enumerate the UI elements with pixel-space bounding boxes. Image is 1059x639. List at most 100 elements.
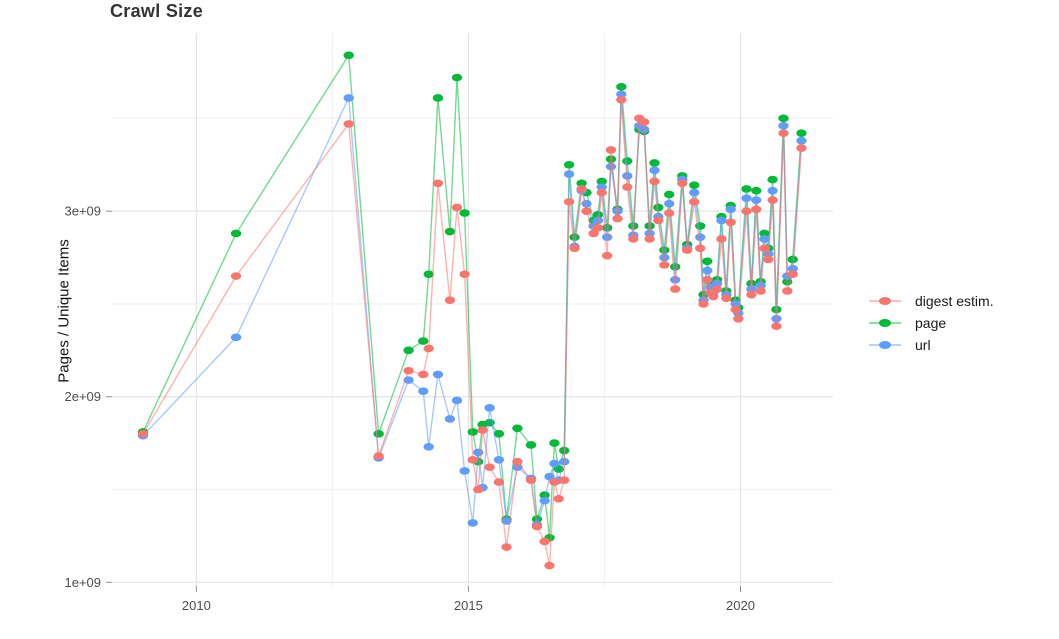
x-tick-label: 2020 — [726, 598, 755, 613]
legend-key-icon — [869, 339, 901, 351]
data-point — [677, 179, 688, 188]
data-point — [698, 300, 709, 308]
data-point — [418, 337, 429, 345]
data-point — [451, 203, 463, 212]
data-point — [751, 186, 762, 195]
data-point — [576, 179, 587, 188]
legend-label: digest estim. — [915, 293, 994, 309]
y-tick-label: 2e+09 — [64, 389, 101, 404]
data-point — [403, 366, 414, 375]
legend-key-icon — [869, 317, 901, 329]
data-point — [716, 235, 727, 243]
gridlines-major — [112, 33, 833, 586]
data-point — [467, 456, 478, 464]
data-point — [531, 522, 543, 531]
data-point — [525, 441, 537, 449]
legend-item-page: page — [869, 315, 994, 331]
gridlines-minor — [112, 33, 833, 586]
data-point — [343, 120, 354, 128]
data-point — [763, 255, 774, 264]
data-point — [689, 181, 700, 189]
data-point — [778, 121, 789, 130]
data-point — [467, 428, 478, 436]
data-point — [746, 290, 757, 299]
data-point — [493, 478, 505, 486]
data-point — [581, 207, 592, 215]
data-point — [592, 216, 604, 225]
data-point — [432, 370, 444, 379]
data-point — [588, 229, 599, 238]
data-point — [544, 561, 555, 570]
data-point — [771, 322, 782, 331]
data-point — [659, 261, 670, 269]
data-point — [539, 491, 550, 499]
data-point — [596, 188, 607, 197]
data-point — [553, 494, 564, 503]
data-point — [759, 229, 770, 238]
data-point — [653, 203, 664, 212]
data-point — [689, 188, 700, 197]
data-point — [669, 263, 681, 271]
data-point — [782, 287, 793, 295]
data-point — [716, 216, 727, 225]
data-point — [563, 160, 575, 169]
data-point — [695, 233, 706, 241]
data-point — [653, 216, 664, 225]
data-point — [576, 185, 587, 193]
data-point — [605, 146, 617, 154]
data-point — [569, 233, 580, 241]
data-point — [689, 198, 700, 206]
data-point — [444, 415, 456, 423]
data-point — [418, 387, 429, 395]
data-point — [649, 177, 660, 186]
data-point — [767, 196, 778, 204]
data-point — [669, 285, 681, 293]
data-point — [544, 472, 555, 481]
data-point — [444, 296, 456, 305]
data-point — [558, 476, 570, 485]
data-point — [711, 285, 723, 293]
data-point — [230, 333, 242, 342]
data-point — [501, 543, 512, 551]
data-point — [741, 194, 752, 202]
data-point — [512, 424, 523, 433]
data-point — [230, 229, 242, 238]
data-point — [759, 244, 770, 253]
data-point — [539, 537, 550, 546]
data-point — [622, 172, 633, 180]
data-point — [596, 183, 607, 191]
y-tick-label: 3e+09 — [64, 204, 101, 219]
data-point — [616, 90, 627, 99]
data-point — [664, 209, 675, 217]
data-point — [787, 270, 798, 279]
data-point — [616, 96, 627, 104]
data-point — [730, 305, 741, 314]
data-point — [708, 292, 719, 301]
data-point — [423, 344, 434, 353]
data-point — [459, 467, 470, 475]
data-point — [403, 346, 414, 355]
data-point — [778, 114, 789, 123]
data-point — [432, 94, 444, 102]
data-point — [444, 227, 456, 236]
data-point — [755, 287, 766, 295]
data-point — [725, 205, 736, 214]
data-point — [767, 175, 778, 184]
y-tick-label: 1e+09 — [64, 575, 101, 590]
data-point — [796, 136, 807, 145]
data-point — [459, 270, 470, 279]
data-point — [751, 205, 762, 214]
data-point — [664, 190, 675, 199]
data-point — [721, 294, 732, 303]
data-point — [649, 159, 660, 167]
data-point — [601, 251, 613, 260]
data-point — [549, 459, 560, 468]
data-point — [373, 452, 384, 460]
data-point — [563, 170, 575, 178]
data-point — [373, 430, 384, 438]
series-digest-estim — [137, 96, 807, 570]
data-point — [616, 83, 627, 91]
data-point — [638, 118, 650, 126]
data-point — [493, 430, 505, 438]
